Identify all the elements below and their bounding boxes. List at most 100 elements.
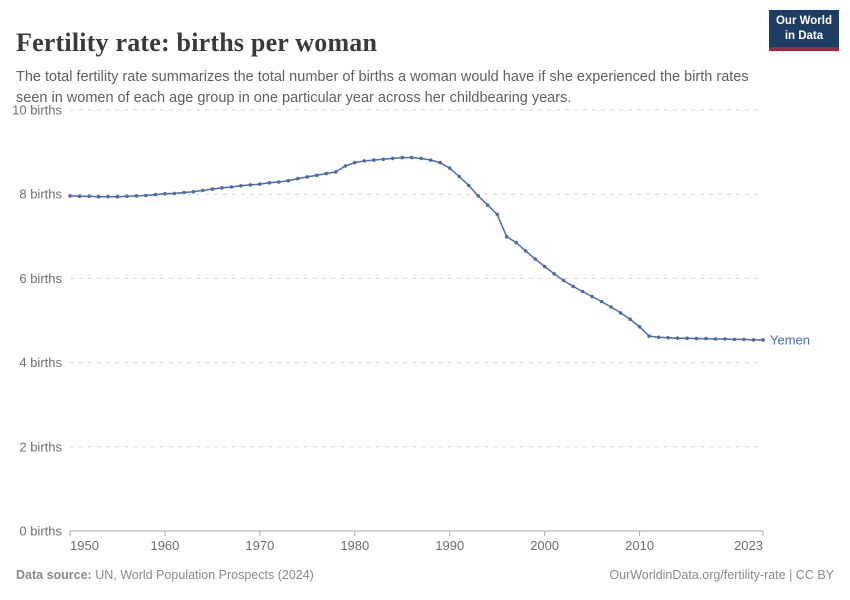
data-point — [267, 181, 272, 185]
y-axis-tick-label: 6 births — [19, 271, 62, 286]
data-point — [334, 170, 338, 174]
data-point — [704, 336, 708, 341]
data-point — [210, 187, 215, 191]
data-point — [220, 186, 224, 190]
data-point — [609, 305, 613, 309]
page-title: Fertility rate: births per woman — [16, 28, 378, 58]
data-point — [732, 337, 737, 342]
data-point — [362, 159, 367, 163]
data-point — [647, 334, 651, 338]
data-point — [248, 183, 253, 187]
data-point — [466, 183, 471, 188]
data-point — [751, 338, 756, 342]
y-axis-labels: 0 births 2 births 4 births 6 births 8 births… — [12, 103, 62, 539]
data-point — [533, 257, 537, 261]
data-point — [628, 317, 632, 322]
x-axis-tick-label: 1970 — [245, 538, 274, 553]
x-axis: 1950 1960 1970 1980 1990 2000 2010 2023 — [69, 530, 764, 553]
data-point — [590, 294, 594, 299]
data-point — [571, 284, 575, 289]
footer-link[interactable]: OurWorldinData.org/fertility-rate | CC B… — [609, 568, 834, 582]
x-axis-tick-label: 1990 — [435, 538, 464, 553]
data-point — [428, 158, 433, 162]
data-point — [372, 158, 376, 162]
y-axis-tick-label: 10 births — [12, 103, 62, 118]
data-point — [315, 173, 319, 178]
y-axis-tick-label: 4 births — [19, 355, 62, 370]
data-point — [286, 178, 291, 183]
data-source-label: Data source: — [16, 568, 92, 582]
data-point — [400, 155, 405, 160]
data-point — [106, 194, 110, 199]
data-point — [713, 337, 718, 341]
data-point — [277, 180, 281, 184]
data-series — [68, 155, 765, 342]
data-point — [201, 188, 205, 193]
data-point — [419, 156, 424, 161]
data-point — [115, 194, 120, 199]
data-point — [685, 336, 689, 341]
data-point — [523, 249, 528, 253]
data-point — [599, 299, 604, 304]
x-axis-tick-label: 1950 — [70, 538, 99, 553]
data-point — [637, 325, 642, 329]
owid-logo-line2: in Data — [784, 29, 824, 42]
data-point — [239, 184, 243, 188]
data-point — [296, 176, 300, 181]
data-point — [618, 311, 623, 315]
data-point — [258, 182, 262, 186]
data-point — [552, 272, 556, 276]
series-line-yemen — [69, 156, 763, 341]
data-point — [163, 192, 167, 196]
data-point — [447, 166, 452, 170]
data-point — [68, 194, 72, 198]
x-axis-tick-label: 1960 — [150, 538, 179, 553]
chart-subtitle: The total fertility rate summarizes the … — [16, 68, 749, 106]
data-point — [666, 336, 670, 340]
data-point — [391, 156, 395, 161]
data-point — [542, 264, 547, 269]
gridlines — [70, 109, 763, 448]
data-point — [134, 194, 139, 198]
data-point — [504, 234, 509, 239]
owid-logo-line1: Our World — [775, 15, 832, 27]
data-point — [381, 157, 386, 162]
data-point — [305, 175, 310, 179]
data-point — [343, 164, 348, 168]
x-axis-tick-label: 1980 — [340, 538, 369, 553]
y-axis-tick-label: 8 births — [19, 187, 62, 202]
data-point — [125, 194, 129, 199]
data-point — [675, 336, 680, 341]
y-axis-tick-label: 2 births — [19, 439, 62, 454]
data-point — [153, 192, 158, 197]
data-point — [485, 203, 490, 207]
data-point — [742, 337, 746, 342]
x-axis-tick-label: 2010 — [625, 538, 654, 553]
data-point — [96, 194, 101, 199]
data-point — [457, 174, 462, 179]
data-point — [144, 193, 148, 198]
data-point — [182, 190, 186, 195]
data-point — [656, 335, 661, 340]
data-point — [694, 336, 699, 341]
y-axis-tick-label: 0 births — [19, 524, 62, 539]
owid-logo[interactable]: Our World in Data — [768, 10, 839, 51]
data-point — [229, 185, 234, 189]
data-point — [172, 191, 177, 196]
data-source-note: Data source: UN, World Population Prospe… — [16, 568, 314, 582]
data-point — [191, 189, 196, 194]
data-point — [353, 160, 357, 165]
chart-footer: Data source: UN, World Population Prospe… — [16, 568, 834, 582]
x-axis-tick-label: 2023 — [734, 538, 763, 553]
data-point — [410, 155, 414, 160]
data-point — [561, 278, 566, 283]
data-point — [87, 194, 91, 199]
data-point — [761, 338, 765, 342]
series-end-label: Yemen — [770, 332, 810, 347]
data-point — [514, 240, 518, 245]
data-point — [438, 160, 443, 165]
data-point — [723, 337, 727, 341]
x-axis-tick-label: 2000 — [530, 538, 559, 553]
data-point — [77, 194, 82, 199]
